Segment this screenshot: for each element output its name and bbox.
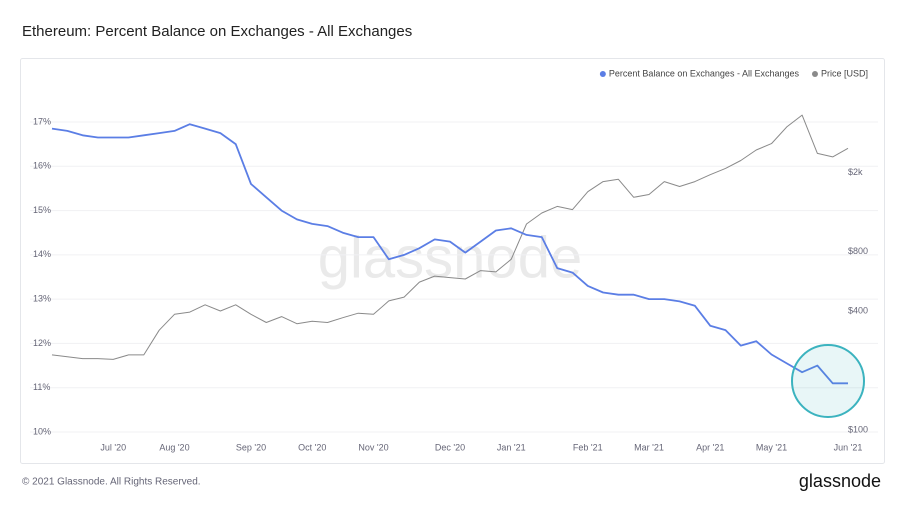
x-tick-label: Jan '21	[497, 442, 526, 452]
y2-tick-label: $400	[848, 305, 868, 315]
x-tick-label: Nov '20	[358, 442, 388, 452]
x-tick-label: Aug '20	[159, 442, 189, 452]
x-tick-label: Mar '21	[634, 442, 664, 452]
x-tick-label: Jul '20	[100, 442, 126, 452]
series-line	[51, 123, 848, 385]
y-tick-label: 15%	[33, 205, 51, 215]
chart-title: Ethereum: Percent Balance on Exchanges -…	[22, 23, 412, 40]
y2-tick-label: $100	[848, 425, 868, 435]
x-tick-label: Oct '20	[298, 442, 326, 452]
x-tick-label: Jun '21	[834, 442, 863, 452]
x-tick-label: Dec '20	[435, 442, 465, 452]
x-tick-label: Feb '21	[573, 442, 603, 452]
legend-label: Percent Balance on Exchanges - All Excha…	[609, 68, 800, 78]
y2-tick-label: $800	[848, 246, 868, 256]
logo: glassnode	[799, 471, 881, 491]
y-tick-label: 13%	[33, 294, 51, 304]
y2-tick-label: $2k	[848, 167, 863, 177]
legend-marker	[811, 71, 818, 77]
x-tick-label: Sep '20	[236, 442, 266, 452]
x-tick-label: Apr '21	[696, 442, 724, 452]
plot-area: 10% 11% 12% 13% 14% 15% 16% 17% $100 $400 $800 $2k J…	[30, 68, 878, 452]
y-tick-label: 11%	[33, 382, 50, 392]
x-tick-label: May '21	[756, 442, 787, 452]
y-tick-label: 10%	[33, 426, 51, 436]
legend-marker	[599, 71, 606, 77]
y-tick-label: 16%	[33, 161, 51, 171]
series-line	[51, 114, 849, 360]
highlight-circle	[791, 344, 865, 418]
y-tick-label: 17%	[33, 116, 51, 126]
y-tick-label: 14%	[33, 249, 51, 259]
chart-frame	[20, 58, 885, 464]
y-tick-label: 12%	[33, 338, 51, 348]
footer: © 2021 Glassnode. All Rights Reserved.	[22, 477, 201, 488]
legend-label: Price [USD]	[821, 68, 868, 78]
watermark: glassnode	[318, 225, 582, 290]
